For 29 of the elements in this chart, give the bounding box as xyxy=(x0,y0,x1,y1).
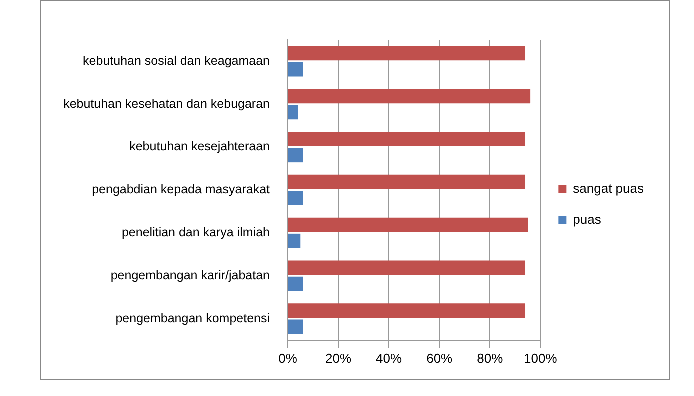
y-tick-label: pengabdian kepada masyarakat xyxy=(92,182,271,197)
bar xyxy=(288,276,304,292)
y-tick-label: pengembangan kompetensi xyxy=(116,311,270,326)
x-tick-label: 80% xyxy=(477,350,504,366)
x-tick-label: 100% xyxy=(524,350,558,366)
bar xyxy=(288,218,528,232)
y-tick-label: kebutuhan kesehatan dan kebugaran xyxy=(64,96,270,111)
x-tick-label: 40% xyxy=(376,350,403,366)
bar xyxy=(288,174,526,190)
x-tick-label: 0% xyxy=(278,350,298,366)
bar xyxy=(288,260,526,276)
bar xyxy=(288,89,531,104)
y-tick-label: penelitian dan karya ilmiah xyxy=(122,226,270,240)
bar xyxy=(288,62,304,77)
bar xyxy=(288,46,526,61)
bar xyxy=(288,132,526,146)
bar xyxy=(288,234,301,248)
y-tick-label: kebutuhan kesejahteraan xyxy=(130,140,270,154)
legend-label: sangat puas xyxy=(573,181,644,196)
bar xyxy=(288,105,298,120)
x-tick-label: 20% xyxy=(326,350,352,366)
legend-label: puas xyxy=(573,212,602,228)
bar xyxy=(288,148,304,163)
bar xyxy=(288,191,304,206)
y-tick-label: kebutuhan sosial dan keagamaan xyxy=(83,54,270,68)
y-tick-label: pengembangan karir/jabatan xyxy=(110,268,270,282)
bar xyxy=(288,304,526,318)
x-tick-label: 60% xyxy=(426,350,454,366)
bar xyxy=(288,320,304,334)
